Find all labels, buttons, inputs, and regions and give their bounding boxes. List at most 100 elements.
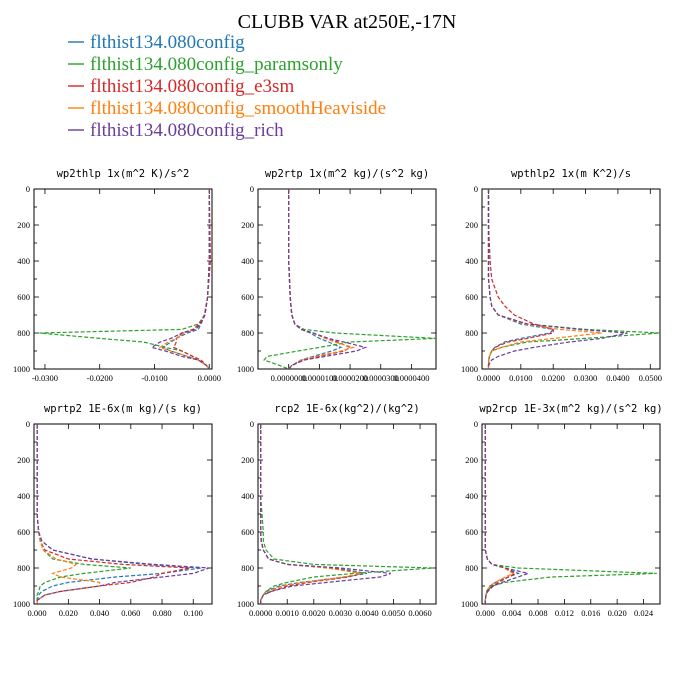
chart-panel: wp2thlp 1x(m^2 K)/s^202004006008001000-0… xyxy=(13,168,221,383)
y-tick-label: 400 xyxy=(17,491,30,501)
x-tick-label: 0.0500 xyxy=(639,373,662,383)
chart-panels: wp2thlp 1x(m^2 K)/s^2 0 200 400 600 800 1000 -0… xyxy=(13,168,663,618)
series-line xyxy=(260,424,391,604)
x-tick-label: 0.0000200 xyxy=(332,373,368,383)
panel-title: rcp2 1E-6x(kg^2)/(kg^2) xyxy=(274,403,419,415)
figure-title: CLUBB VAR at250E,-17N xyxy=(238,11,457,33)
x-tick-label: 0.000 xyxy=(476,608,495,618)
x-tick-label: 0.0010 xyxy=(276,608,299,618)
series-line xyxy=(487,189,628,369)
chart-panel: wp2rtp 1x(m^2 kg)/(s^2 kg) 0 200 400 600 800 1… xyxy=(237,168,437,383)
x-tick-label: 0.0000000 xyxy=(271,373,307,383)
series-line xyxy=(484,424,517,604)
y-tick-label: 600 xyxy=(465,527,478,537)
y-tick-label: 1000 xyxy=(237,599,254,609)
legend-item: flthist134.080config_rich xyxy=(68,120,284,141)
y-tick-label: 0 xyxy=(250,184,254,194)
x-tick-label: 0.0060 xyxy=(408,608,431,618)
y-tick-label: 600 xyxy=(241,527,254,537)
x-tick-label: 0.100 xyxy=(184,608,203,618)
x-tick-label: 0.0200 xyxy=(542,373,565,383)
series-line xyxy=(484,424,657,604)
y-tick-label: 1000 xyxy=(13,599,30,609)
legend-label: flthist134.080config_e3sm xyxy=(90,76,294,97)
y-tick-label: 1000 xyxy=(461,599,478,609)
y-tick-label: 800 xyxy=(17,563,30,573)
x-tick-label: 0.0030 xyxy=(329,608,352,618)
x-tick-label: 0.016 xyxy=(581,608,600,618)
y-tick-label: 200 xyxy=(465,455,478,465)
x-tick-label: 0.0020 xyxy=(302,608,325,618)
y-tick-label: 400 xyxy=(465,491,478,501)
legend-item: flthist134.080config_paramsonly xyxy=(68,54,343,75)
y-tick-label: 1000 xyxy=(13,364,30,374)
series-line xyxy=(288,189,352,369)
panel-title: wp2thlp 1x(m^2 K)/s^2 xyxy=(57,168,190,180)
x-tick-label: 0.0040 xyxy=(355,608,378,618)
series-line xyxy=(260,424,368,604)
x-tick-label: 0.0000400 xyxy=(393,373,429,383)
x-tick-label: 0.0000300 xyxy=(363,373,399,383)
legend: flthist134.080configflthist134.080config… xyxy=(68,32,386,141)
y-tick-label: 400 xyxy=(465,256,478,266)
x-tick-label: 0.040 xyxy=(90,608,109,618)
y-tick-label: 800 xyxy=(241,328,254,338)
chart-panel: wprtp2 1E-6x(m kg)/(s kg) 0 200 400 600 800 10… xyxy=(13,403,213,618)
y-tick-label: 800 xyxy=(465,328,478,338)
x-tick-label: 0.0100 xyxy=(509,373,532,383)
series-line xyxy=(288,189,343,369)
chart-panel: wpthlp2 1x(m K^2)/s 0 200 400 600 800 10000.00… xyxy=(461,168,662,383)
chart-panel: wp2rcp 1E-3x(m^2 kg)/(s^2 kg)0 200 400 600 8… xyxy=(461,403,663,618)
x-tick-label: 0.0000 xyxy=(249,608,272,618)
x-tick-label: -0.0100 xyxy=(141,373,167,383)
panel-title: wp2rtp 1x(m^2 kg)/(s^2 kg) xyxy=(265,168,429,180)
y-tick-label: 800 xyxy=(465,563,478,573)
y-tick-label: 200 xyxy=(17,220,30,230)
y-tick-label: 800 xyxy=(241,563,254,573)
panel-title: wprtp2 1E-6x(m kg)/(s kg) xyxy=(44,403,202,415)
series-line xyxy=(484,424,531,604)
y-tick-label: 200 xyxy=(465,220,478,230)
y-tick-label: 600 xyxy=(465,292,478,302)
series-line xyxy=(150,189,210,369)
x-tick-label: -0.0200 xyxy=(87,373,113,383)
y-tick-label: 1000 xyxy=(461,364,478,374)
y-tick-label: 0 xyxy=(474,184,478,194)
x-tick-label: 0.0000100 xyxy=(301,373,337,383)
panel-title: wp2rcp 1E-3x(m^2 kg)/(s^2 kg) xyxy=(479,403,662,415)
y-tick-label: 0 xyxy=(26,184,30,194)
y-tick-label: 200 xyxy=(17,455,30,465)
y-tick-label: 400 xyxy=(241,491,254,501)
x-tick-label: 0.0050 xyxy=(382,608,405,618)
x-tick-label: 0.000 xyxy=(28,608,47,618)
x-tick-label: 0.0400 xyxy=(606,373,629,383)
y-tick-label: 0 xyxy=(26,419,30,429)
x-tick-label: 0.0000 xyxy=(198,373,221,383)
series-line xyxy=(487,189,554,369)
legend-label: flthist134.080config xyxy=(90,32,245,53)
series-line xyxy=(260,424,434,604)
panel-title: wpthlp2 1x(m K^2)/s xyxy=(511,168,631,180)
x-tick-label: 0.0000 xyxy=(477,373,500,383)
x-tick-label: 0.060 xyxy=(121,608,140,618)
series-line xyxy=(288,189,368,369)
x-tick-label: 0.024 xyxy=(634,608,654,618)
x-tick-label: 0.020 xyxy=(608,608,627,618)
y-tick-label: 0 xyxy=(250,419,254,429)
y-tick-label: 600 xyxy=(17,292,30,302)
y-tick-label: 400 xyxy=(241,256,254,266)
y-tick-label: 600 xyxy=(17,527,30,537)
x-tick-label: 0.0300 xyxy=(574,373,597,383)
y-tick-label: 200 xyxy=(241,220,254,230)
legend-label: flthist134.080config_rich xyxy=(90,120,284,141)
chart-panel: rcp2 1E-6x(kg^2)/(kg^2) 0 200 400 600 800 1000… xyxy=(237,403,437,618)
plot-frame xyxy=(33,188,213,370)
legend-item: flthist134.080config_smoothHeaviside xyxy=(68,98,386,119)
y-tick-label: 0 xyxy=(474,419,478,429)
series-line xyxy=(484,424,520,604)
legend-label: flthist134.080config_paramsonly xyxy=(90,54,343,75)
x-tick-label: 0.008 xyxy=(528,608,547,618)
series-line xyxy=(39,189,210,369)
x-tick-label: 0.080 xyxy=(152,608,171,618)
